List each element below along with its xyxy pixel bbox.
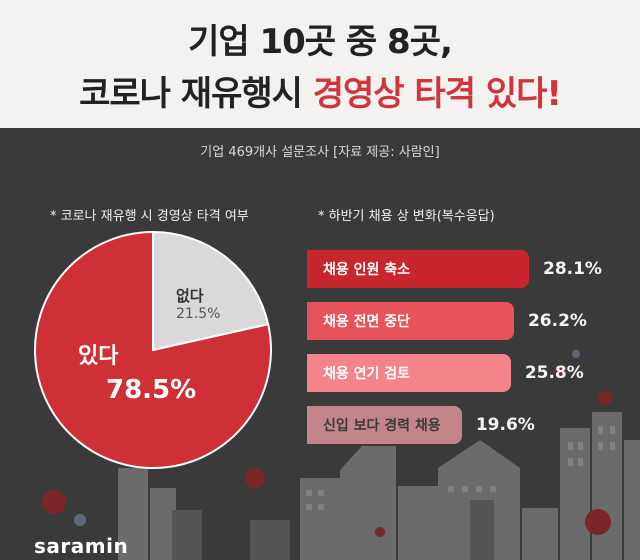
bar-value-label: 19.6%: [475, 415, 535, 435]
bar-4: 신입 보다 경력 채용: [307, 406, 462, 444]
bar-value-label: 26.2%: [527, 311, 587, 331]
bar-3: 채용 연기 검토: [307, 354, 511, 392]
pie-value-yes: 78.5%: [106, 375, 197, 405]
bar-1: 채용 인원 축소: [307, 250, 529, 288]
pie-section-heading: * 코로나 재유행 시 경영상 타격 여부: [50, 209, 249, 224]
bar-section-heading: * 하반기 채용 상 변화(복수응답): [318, 209, 495, 224]
survey-source: 기업 469개사 설문조사 [자료 제공: 사람인]: [200, 145, 440, 160]
pie-value-none: 21.5%: [176, 306, 221, 322]
saramin-logo: saramin: [34, 534, 129, 558]
main-title-line-1: 기업 10곳 중 8곳,: [188, 22, 453, 62]
pie-slice-none: [152, 230, 270, 352]
title-banner: 기업 10곳 중 8곳, 코로나 재유행시 경영상 타격 있다!: [0, 0, 640, 128]
bar-2: 채용 전면 중단: [307, 302, 514, 340]
pie-label-none: 없다: [176, 287, 204, 305]
main-title-line-2: 코로나 재유행시 경영상 타격 있다!: [0, 66, 640, 115]
bar-category-label: 채용 인원 축소: [323, 262, 411, 278]
bar-category-label: 채용 연기 검토: [323, 366, 411, 382]
title-highlight: 경영상 타격 있다!: [312, 74, 562, 114]
pie-slice-yes: [34, 230, 272, 469]
title-prefix: 코로나 재유행시: [79, 74, 313, 114]
bar-category-label: 채용 전면 중단: [323, 314, 411, 330]
bar-category-label: 신입 보다 경력 채용: [323, 418, 441, 434]
bar-value-label: 25.8%: [524, 363, 584, 383]
bar-value-label: 28.1%: [542, 259, 602, 279]
pie-label-yes: 있다: [78, 344, 119, 369]
